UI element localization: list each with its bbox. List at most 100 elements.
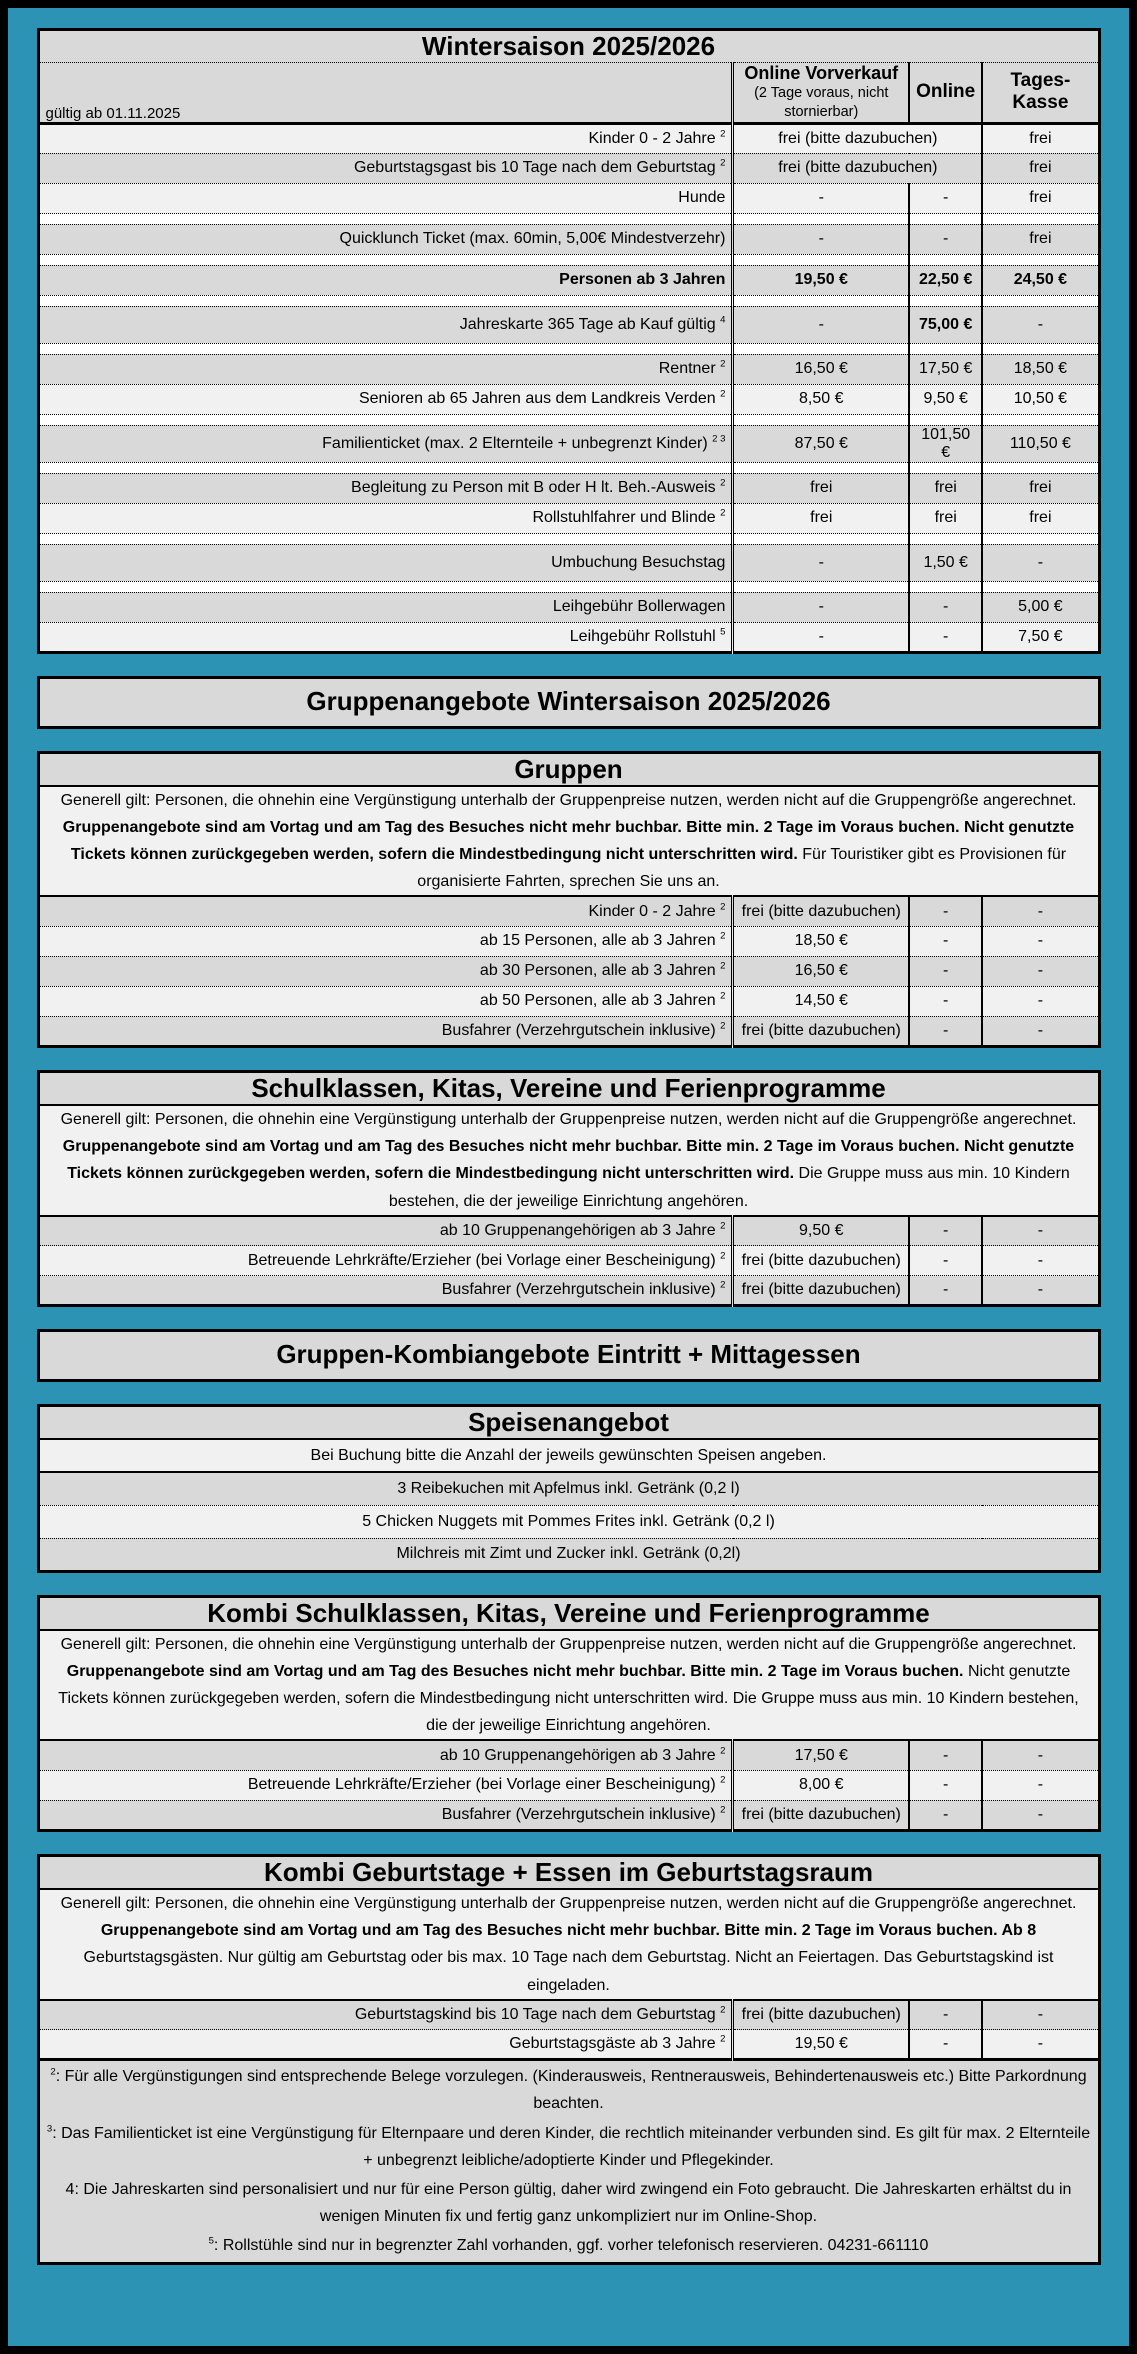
row-label-sup: 2	[720, 477, 726, 489]
kombi-geburtstage-section: Kombi Geburtstage + Essen im Geburtstags…	[36, 1853, 1101, 2265]
description-segment: Gruppenangebote sind am Vortag und am Ta…	[100, 1922, 1037, 1940]
speisenangebot-title: Speisenangebot	[38, 1405, 1099, 1441]
row-label-sup: 2	[720, 931, 726, 943]
row-label-cell: Quicklunch Ticket (max. 60min, 5,00€ Min…	[38, 224, 733, 255]
spacer-cell	[981, 254, 1099, 266]
table-row: Leihgebühr Bollerwagen - -5,00 €	[38, 592, 1099, 623]
schulklassen-table: Schulklassen, Kitas, Vereine und Ferienp…	[36, 1069, 1101, 1308]
price-cell: -	[908, 183, 983, 214]
vorverkauf-title: Online Vorverkauf	[744, 63, 899, 83]
spacer-cell	[38, 295, 733, 307]
price-cell: -	[908, 622, 983, 653]
row-label: Kinder 0 - 2 Jahre	[588, 902, 716, 920]
price-cell: frei	[981, 503, 1099, 534]
table-row: Senioren ab 65 Jahren aus dem Landkreis …	[38, 384, 1099, 415]
price-cell: -	[981, 1275, 1099, 1307]
price-cell: -	[908, 896, 983, 927]
row-label-cell: Hunde	[38, 183, 733, 214]
gruppen-table: Gruppen Generell gilt: Personen, die ohne…	[36, 750, 1101, 1048]
footnote-separator: :	[74, 2180, 84, 2198]
price-cell: 1,50 €	[908, 544, 983, 582]
description-segment: Geburtstagsgästen. Nur gültig am Geburts…	[83, 1949, 1054, 1994]
footnote: 3: Das Familienticket ist eine Vergünsti…	[46, 2120, 1092, 2174]
footnote: 5: Rollstühle sind nur in begrenzter Zah…	[46, 2232, 1092, 2259]
description-segment: Generell gilt: Personen, die ohnehin ein…	[60, 1110, 1077, 1128]
row-label-cell: Geburtstagskind bis 10 Tage nach dem Geb…	[38, 1999, 733, 2031]
row-label: Quicklunch Ticket (max. 60min, 5,00€ Min…	[339, 230, 726, 248]
price-cell: -	[981, 1800, 1099, 1831]
row-label-sup: 2	[720, 1220, 726, 1232]
kombi-geburtstage-table: Kombi Geburtstage + Essen im Geburtstags…	[36, 1853, 1101, 2265]
column-header-vorverkauf: Online Vorverkauf (2 Tage voraus, nicht s…	[731, 62, 910, 125]
row-label: Busfahrer (Verzehrgutschein inklusive)	[441, 1805, 716, 1823]
row-label-sup: 2	[720, 128, 726, 140]
price-cell: 110,50 €	[981, 425, 1099, 463]
footnote-separator: :	[55, 2068, 65, 2086]
price-cell: -	[908, 956, 983, 987]
table-row: Begleitung zu Person mit B oder H lt. Be…	[38, 473, 1099, 504]
row-label: Leihgebühr Bollerwagen	[552, 598, 726, 616]
row-label-sup: 2	[720, 1279, 726, 1291]
price-cell: -	[981, 1215, 1099, 1247]
spacer-cell	[731, 462, 910, 474]
footnote-marker: 2	[50, 2066, 56, 2078]
spacer-cell	[908, 414, 983, 426]
spacer-cell	[38, 343, 733, 355]
wintersaison-section: Wintersaison 2025/2026 gültig ab 01.11.20…	[36, 28, 1101, 654]
row-label: Geburtstagskind bis 10 Tage nach dem Geb…	[354, 2005, 716, 2023]
spacer-cell	[981, 295, 1099, 307]
kombi-schulklassen-title: Kombi Schulklassen, Kitas, Vereine und F…	[38, 1596, 1099, 1631]
spacer-cell	[908, 462, 983, 474]
row-label-cell: Rollstuhlfahrer und Blinde 2	[38, 503, 733, 534]
valid-from-note: gültig ab 01.11.2025	[38, 62, 733, 125]
price-cell: 17,50 €	[908, 354, 983, 385]
spacer-cell	[38, 533, 733, 545]
row-label-cell: Rentner 2	[38, 354, 733, 385]
spacer-cell	[731, 533, 910, 545]
footnote-separator: :	[52, 2124, 62, 2142]
price-cell: frei	[908, 503, 983, 534]
price-cell: -	[908, 1800, 983, 1831]
price-cell: 5,00 €	[981, 592, 1099, 623]
price-cell: 18,50 €	[731, 926, 910, 957]
spacer-cell	[981, 462, 1099, 474]
table-row	[38, 254, 1099, 266]
table-row: Busfahrer (Verzehrgutschein inklusive) 2…	[38, 1800, 1099, 1831]
footnote-marker: 4	[65, 2180, 75, 2198]
price-cell: frei (bitte dazubuchen)	[731, 123, 983, 154]
table-row: Kinder 0 - 2 Jahre 2 frei (bitte dazubuch…	[38, 896, 1099, 927]
table-row: Busfahrer (Verzehrgutschein inklusive) 2…	[38, 1275, 1099, 1307]
price-cell: -	[981, 926, 1099, 957]
row-label-cell: Betreuende Lehrkräfte/Erzieher (bei Vorl…	[38, 1770, 733, 1801]
gruppen-section: Gruppen Generell gilt: Personen, die ohne…	[36, 750, 1101, 1048]
price-cell: frei	[908, 473, 983, 504]
spacer-cell	[981, 343, 1099, 355]
spacer-cell	[731, 254, 910, 266]
schulklassen-section: Schulklassen, Kitas, Vereine und Ferienp…	[36, 1069, 1101, 1308]
gruppen-description: Generell gilt: Personen, die ohnehin ein…	[38, 785, 1099, 898]
footnote-text: Rollstühle sind nur in begrenzter Zahl v…	[222, 2237, 929, 2255]
row-label-sup: 2	[720, 1775, 726, 1787]
row-label-cell: Kinder 0 - 2 Jahre 2	[38, 896, 733, 927]
price-cell: -	[908, 1770, 983, 1801]
price-cell: -	[981, 1740, 1099, 1771]
table-row: Betreuende Lehrkräfte/Erzieher (bei Vorl…	[38, 1770, 1099, 1801]
row-label-sup: 2 3	[712, 433, 726, 445]
row-label-sup: 2	[720, 991, 726, 1003]
row-label: Hunde	[678, 189, 726, 207]
menu-row: 3 Reibekuchen mit Apfelmus inkl. Getränk…	[38, 1472, 1099, 1506]
price-cell: frei	[981, 183, 1099, 214]
price-cell: -	[731, 622, 910, 653]
row-label: Personen ab 3 Jahren	[559, 271, 726, 289]
price-cell: frei	[981, 473, 1099, 504]
row-label-sup: 2	[720, 1745, 726, 1757]
price-cell: 101,50 €	[908, 425, 983, 463]
price-cell: frei (bitte dazubuchen)	[731, 1016, 910, 1047]
menu-row: Bei Buchung bitte die Anzahl der jeweils…	[38, 1439, 1099, 1474]
row-label: ab 10 Gruppenangehörigen ab 3 Jahre	[439, 1221, 716, 1239]
price-cell: 24,50 €	[981, 265, 1099, 296]
spacer-cell	[731, 213, 910, 225]
price-cell: frei	[981, 224, 1099, 255]
speisenangebot-section: Speisenangebot Bei Buchung bitte die Anza…	[36, 1404, 1101, 1573]
price-cell: -	[981, 986, 1099, 1017]
